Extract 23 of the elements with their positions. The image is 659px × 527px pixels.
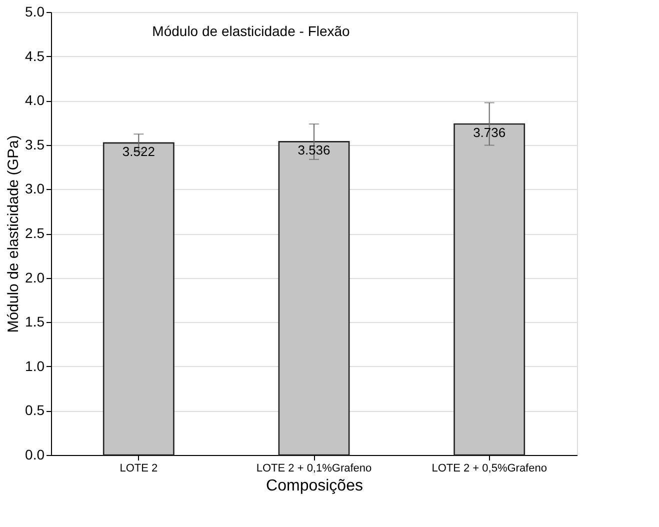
y-tick-label: 1.5 xyxy=(25,314,45,330)
x-tick-label: LOTE 2 + 0,1%Grafeno xyxy=(256,462,372,474)
text: Módulo de elasticidade - Flexão xyxy=(152,23,350,39)
x-axis-title: Composições xyxy=(266,478,363,494)
y-tick-label: 3.5 xyxy=(25,136,45,152)
y-tick-label: 0.5 xyxy=(25,402,45,418)
y-tick-label: 4.0 xyxy=(25,92,45,108)
data-label: 3.536 xyxy=(298,142,330,158)
bar xyxy=(102,142,174,456)
data-label: 3.522 xyxy=(122,144,155,159)
data-label: 3.736 xyxy=(473,124,506,140)
y-tick-label: 2.5 xyxy=(25,225,45,241)
y-tick-label: 0.0 xyxy=(25,446,45,462)
y-tick-label: 5.0 xyxy=(25,4,45,20)
bar xyxy=(454,123,526,456)
x-tick-label: LOTE 2 + 0,5%Grafeno xyxy=(432,462,547,474)
y-axis-title: Módulo de elasticidade (GPa) xyxy=(5,135,22,333)
x-tick-label: LOTE 2 xyxy=(120,462,158,474)
y-tick-label: 4.5 xyxy=(25,48,45,64)
y-tick-label: 1.0 xyxy=(25,358,45,374)
bar xyxy=(278,141,350,456)
y-tick-label: 2.0 xyxy=(25,269,45,286)
y-tick-label: 3.0 xyxy=(25,180,45,197)
